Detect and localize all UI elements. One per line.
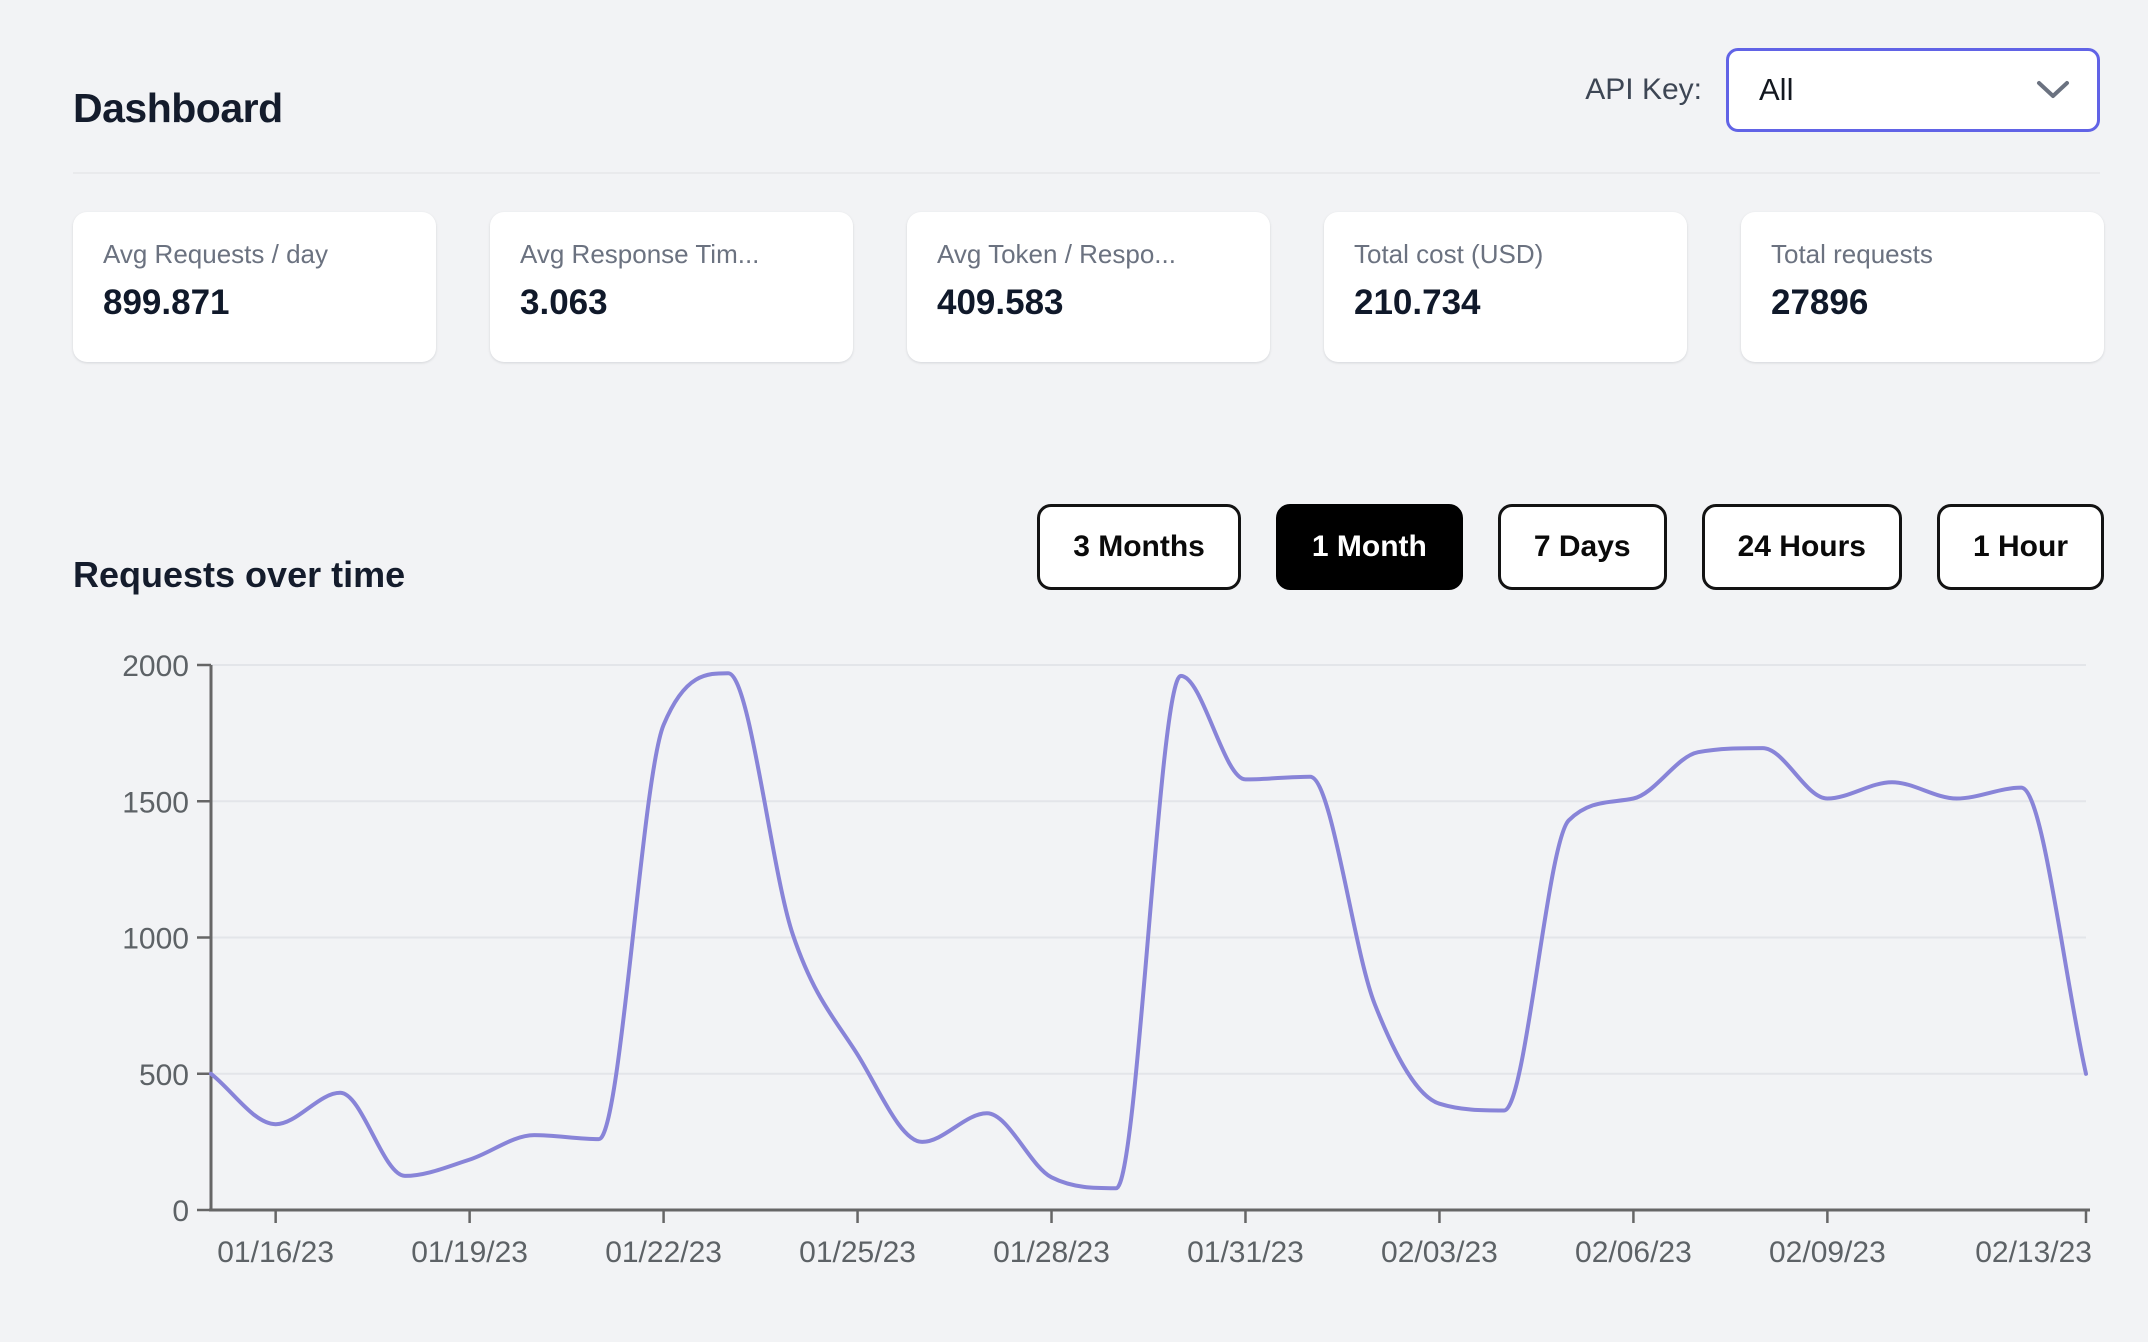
- chevron-down-icon: [2037, 81, 2069, 98]
- range-button-3-months[interactable]: 3 Months: [1037, 504, 1241, 590]
- range-button-1-hour[interactable]: 1 Hour: [1936, 504, 2104, 590]
- stat-label: Avg Requests / day: [103, 239, 328, 269]
- stat-label: Avg Response Tim...: [520, 239, 760, 269]
- stat-card-total-requests: Total requests 27896: [1741, 212, 2104, 362]
- svg-text:1500: 1500: [122, 786, 189, 819]
- header-divider: [73, 172, 2100, 174]
- stat-label: Total cost (USD): [1354, 239, 1544, 269]
- svg-text:0: 0: [172, 1195, 189, 1228]
- chart-title: Requests over time: [73, 553, 406, 595]
- api-key-label: API Key:: [1585, 73, 1702, 106]
- stat-value: 409.583: [937, 283, 1064, 322]
- stat-card-avg-response-time: Avg Response Tim... 3.063: [490, 212, 853, 362]
- stat-value: 3.063: [520, 283, 608, 322]
- api-key-control: API Key: All: [1585, 48, 2100, 132]
- stat-label: Avg Token / Respo...: [937, 239, 1176, 269]
- svg-text:01/25/23: 01/25/23: [799, 1236, 916, 1269]
- requests-over-time-chart: 0 500 1000 1500 2000 01/16/23 01/19/23 01/22/23…: [0, 600, 2148, 1342]
- svg-text:02/06/23: 02/06/23: [1575, 1236, 1692, 1269]
- svg-text:01/31/23: 01/31/23: [1187, 1236, 1304, 1269]
- range-button-1-month[interactable]: 1 Month: [1275, 504, 1463, 590]
- svg-text:500: 500: [139, 1059, 189, 1092]
- svg-text:2000: 2000: [122, 650, 189, 683]
- svg-text:02/03/23: 02/03/23: [1381, 1236, 1498, 1269]
- stats-row: Avg Requests / day 899.871 Avg Response …: [73, 212, 2104, 362]
- stat-value: 210.734: [1354, 283, 1481, 322]
- svg-text:02/09/23: 02/09/23: [1769, 1236, 1886, 1269]
- svg-text:1000: 1000: [122, 923, 189, 956]
- range-button-7-days[interactable]: 7 Days: [1497, 504, 1667, 590]
- requests-line-chart: 0 500 1000 1500 2000 01/16/23 01/19/23 01/22/23…: [122, 650, 2092, 1269]
- svg-text:01/16/23: 01/16/23: [217, 1236, 334, 1269]
- time-range-buttons: 3 Months 1 Month 7 Days 24 Hours 1 Hour: [1037, 504, 2104, 590]
- svg-text:01/28/23: 01/28/23: [993, 1236, 1110, 1269]
- svg-text:01/22/23: 01/22/23: [605, 1236, 722, 1269]
- svg-text:02/13/23: 02/13/23: [1975, 1236, 2092, 1269]
- api-key-select[interactable]: All: [1726, 48, 2100, 132]
- stat-card-avg-requests-per-day: Avg Requests / day 899.871: [73, 212, 436, 362]
- svg-text:01/19/23: 01/19/23: [411, 1236, 528, 1269]
- stat-label: Total requests: [1771, 239, 1933, 269]
- stat-card-avg-token-response: Avg Token / Respo... 409.583: [907, 212, 1270, 362]
- stat-card-total-cost: Total cost (USD) 210.734: [1324, 212, 1687, 362]
- range-button-24-hours[interactable]: 24 Hours: [1701, 504, 1902, 590]
- stat-value: 899.871: [103, 283, 230, 322]
- api-key-selected-value: All: [1759, 72, 1794, 107]
- page-title: Dashboard: [73, 85, 283, 132]
- stat-value: 27896: [1771, 283, 1869, 322]
